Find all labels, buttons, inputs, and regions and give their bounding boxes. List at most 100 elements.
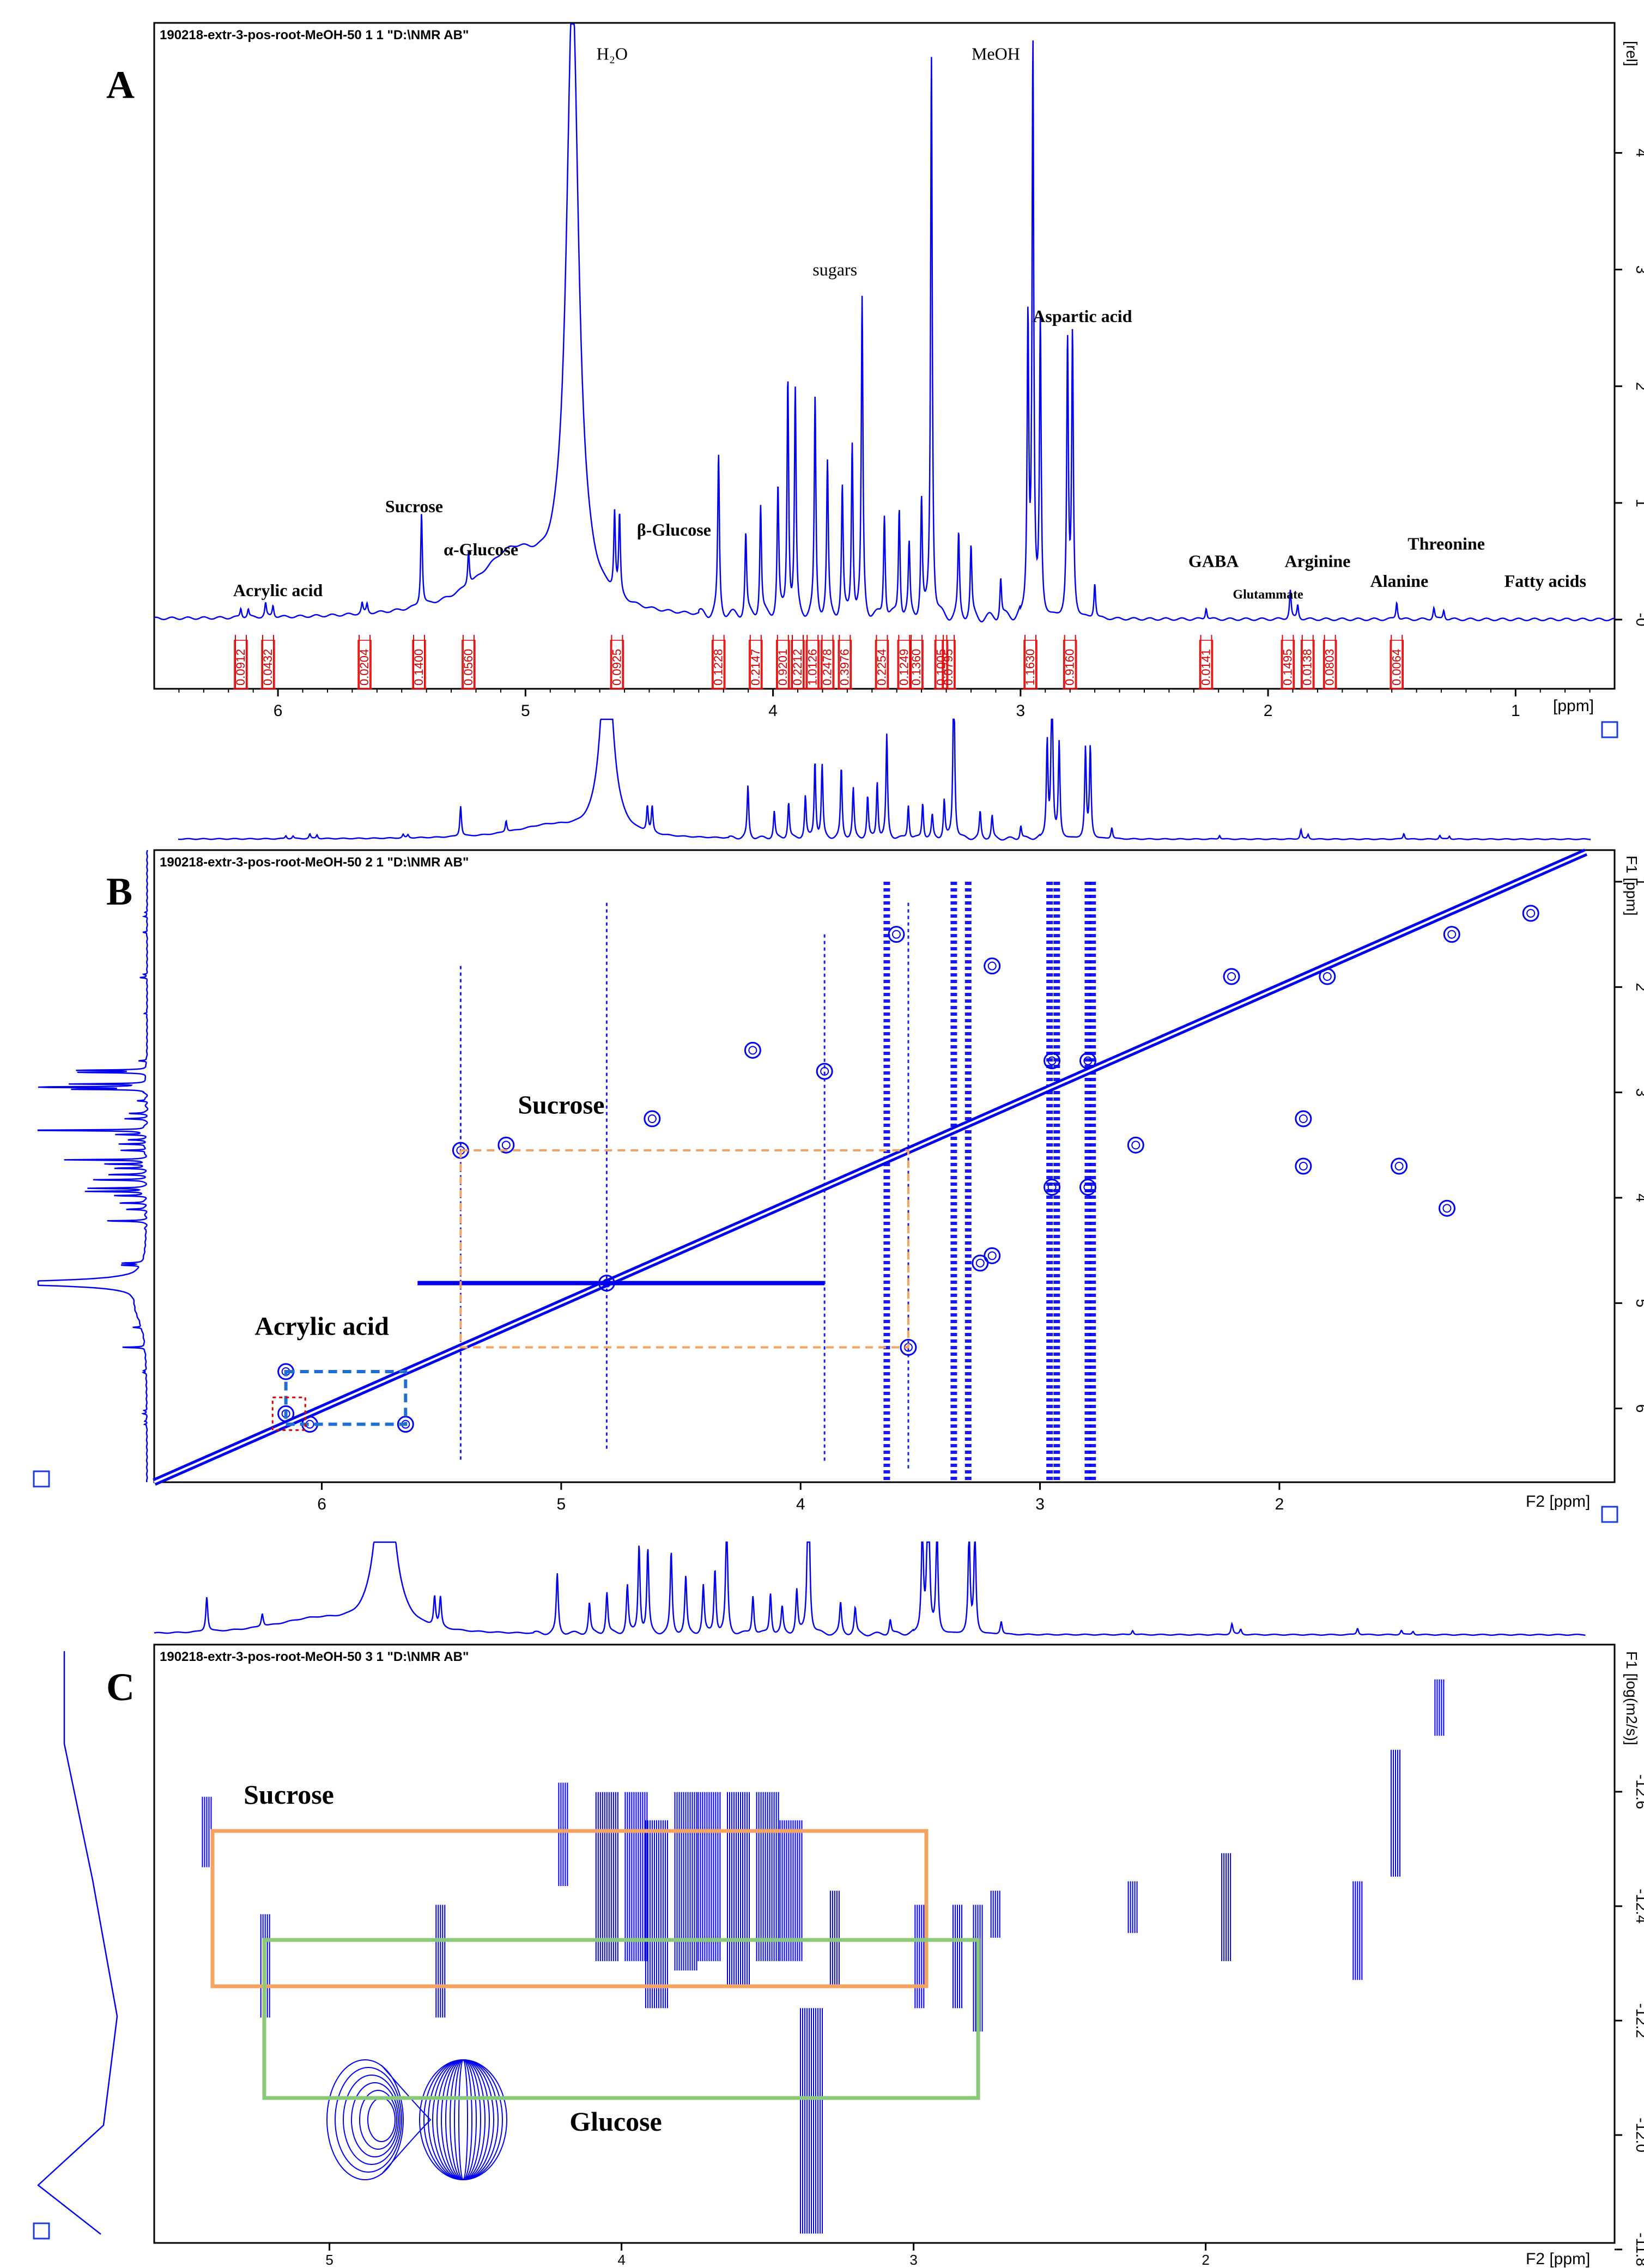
panel-a-integrals: 0.0912 0.0432 0.0204 0.1400 0.0560 0.0925 0.12…: [233, 635, 1405, 689]
panel-b-cross-peak-inner: [987, 961, 997, 971]
panel-a-annotation: Aspartic acid: [1033, 306, 1132, 326]
panel-b-cross-peak: [744, 1041, 761, 1059]
panel-b-annotations: Sucrose Acrylic acid: [254, 1090, 604, 1341]
panel-b-cross-peak: [1319, 968, 1336, 985]
panel-a-x-ticks: 6 5 4 3 2 1: [178, 689, 1591, 720]
panel-a-annotation: MeOH: [972, 44, 1020, 63]
panel-c-left-icon: [33, 2222, 50, 2240]
panel-a-integral-box: [749, 640, 763, 689]
panel-a-integral-label: 1.0126: [805, 649, 819, 686]
panel-a-x-tick-label: 6: [274, 702, 283, 720]
panel-c: C 190218-extr-3-pos-root-MeOH-50 3 1 "D:…: [33, 1541, 1644, 2268]
panel-a-integral-box: [942, 640, 956, 689]
panel-c-blob-right: [428, 2059, 499, 2180]
panel-b-y-ticks: 1 2 3 4 5 6: [1615, 877, 1644, 1412]
panel-a-integral-box: [776, 640, 790, 689]
panel-a-y-tick-label: -0: [1633, 613, 1644, 627]
panel-a-integral-bracket: [748, 635, 763, 689]
panel-c-blob-left: [359, 2090, 397, 2150]
panel-c-blob-left: [326, 2059, 404, 2180]
panel-a-integral-label: 0.0925: [610, 649, 623, 686]
panel-b-cross-peak-inner: [602, 1278, 611, 1288]
panel-a-integral-label: 0.1400: [412, 649, 426, 686]
panel-c-y-tick-label: -12.6: [1633, 1774, 1644, 1809]
panel-b-cross-peak: [1522, 905, 1539, 922]
panel-a-integral-label: 0.3976: [838, 649, 851, 686]
panel-c-blob-right: [441, 2059, 486, 2180]
panel-a-integral-bracket: [357, 635, 373, 689]
panel-b-cross-peak-inner: [987, 1251, 997, 1260]
panel-b-x-ticks: 6 5 4 3 2: [317, 1482, 1284, 1513]
panel-b-cross-peak: [1443, 926, 1460, 943]
panel-a-integral-box: [261, 640, 275, 689]
panel-a-integral-bracket: [1300, 635, 1315, 689]
panel-b-cross-peak-inner: [1083, 1182, 1093, 1192]
panel-a-integral-label: 0.2254: [875, 649, 888, 686]
panel-b-x-tick-label: 2: [1275, 1495, 1284, 1513]
panel-b-cross-peak: [397, 1416, 414, 1433]
panel-c-y-tick-label: -12.4: [1633, 1889, 1644, 1924]
panel-b-frame: [153, 849, 1616, 1483]
panel-a-integral-bracket: [1198, 635, 1214, 689]
panel-c-letter: C: [106, 1665, 135, 1709]
panel-b-cross-peak-inner: [647, 1114, 657, 1123]
panel-c-header: 190218-extr-3-pos-root-MeOH-50 3 1 "D:\N…: [160, 1650, 469, 1664]
panel-c-xlabel: F2 [ppm]: [1526, 2250, 1590, 2268]
panel-b-cross-peak: [1438, 1199, 1455, 1217]
panel-c-traces: [202, 1679, 1445, 2234]
panel-a-integral-label: 0.0795: [942, 649, 955, 686]
panel-c-x-tick-label: 2: [1202, 2252, 1209, 2268]
panel-a-integral-box: [357, 640, 372, 689]
panel-c-annotations: Sucrose Glucose: [244, 1779, 662, 2137]
panel-b-cross-peak: [1391, 1157, 1408, 1175]
panel-b-cross-peak: [984, 1247, 1001, 1264]
panel-a-annotation: GABA: [1188, 551, 1239, 571]
panel-b-cross-peak-inner: [1323, 972, 1332, 981]
panel-a-integral-bracket: [805, 635, 821, 689]
panel-a-integral-box: [1390, 640, 1404, 689]
panel-a-integral-box: [805, 640, 820, 689]
panel-a-integral-label: 0.2212: [791, 649, 804, 686]
panel-b-cross-peak: [888, 926, 905, 943]
panel-c-y-tick-label: -12.0: [1633, 2118, 1644, 2152]
panel-b-cross-peak: [816, 1063, 833, 1080]
panel-b-ylabel: F1 [ppm]: [1623, 856, 1640, 915]
panel-a-integral-label: 0.0560: [462, 649, 475, 686]
panel-b-y-tick-label: 4: [1633, 1193, 1644, 1202]
panel-c-boxes: [210, 1829, 980, 2100]
panel-c-blob-right: [445, 2059, 481, 2180]
panel-a-integral-bracket: [233, 635, 248, 689]
panel-a-integral-label: 0.1249: [897, 649, 911, 686]
panel-c-blob-right: [423, 2059, 503, 2180]
panel-a-integral-box: [1300, 640, 1315, 689]
panel-a-spectrum: [154, 23, 1615, 623]
panel-a-x-tick-label: 1: [1511, 702, 1520, 720]
panel-a-header: 190218-extr-3-pos-root-MeOH-50 1 1 "D:\N…: [160, 28, 469, 43]
panel-b-cross-peaks: [277, 905, 1539, 1433]
panel-a-integral-box: [909, 640, 924, 689]
panel-a-integral-label: 0.1228: [712, 649, 725, 686]
panel-a-integral-bracket: [609, 635, 625, 689]
panel-b-cross-peak: [984, 957, 1001, 975]
panel-c-side-projection: [37, 1651, 118, 2235]
panel-b-x-tick-label: 5: [557, 1495, 566, 1513]
panel-b-cross-peak-inner: [1394, 1162, 1404, 1171]
panel-a-integral-box: [791, 640, 805, 689]
panel-a-integral-box: [610, 640, 624, 689]
panel-b-cross-peak-inner: [1083, 1056, 1093, 1065]
panel-c-blob-right: [454, 2059, 472, 2180]
panel-a-integral-bracket: [775, 635, 791, 689]
panel-b-diagonal-core: [154, 851, 1587, 1483]
panel-b-y-tick-label: 1: [1633, 877, 1644, 886]
panel-a-annotation: H₂O: [597, 44, 628, 63]
panel-a-xlabel: [ppm]: [1553, 697, 1594, 715]
panel-b-xlabel: F2 [ppm]: [1526, 1493, 1590, 1511]
panel-b-cross-peak: [900, 1339, 917, 1356]
panel-a-integral-label: 0.1005: [934, 649, 948, 686]
panel-a-letter: A: [106, 63, 135, 107]
panel-b-cross-peak: [644, 1110, 661, 1127]
panel-b-cross-peak-inner: [1131, 1141, 1141, 1150]
panel-a: A 190218-extr-3-pos-root-MeOH-50 1 1 "D:…: [106, 22, 1644, 738]
panel-a-annotation: Fatty acids: [1505, 571, 1586, 591]
panel-c-blob-left: [351, 2082, 399, 2157]
